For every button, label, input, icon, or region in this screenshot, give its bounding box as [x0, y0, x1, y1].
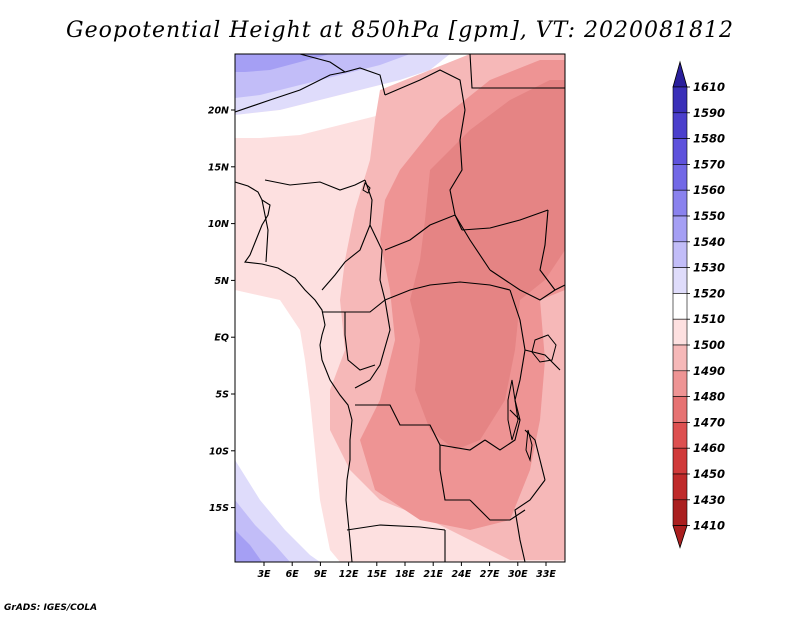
border-sudan-southsudan [461, 209, 549, 231]
field-darker-pink [410, 80, 565, 450]
colorbar-swatch [672, 447, 688, 475]
border-angola-zambia [439, 445, 470, 501]
colorbar-label: 1520 [693, 286, 725, 300]
lon-tick-label: 21E [423, 569, 443, 580]
border-zambia-zimbabwe [469, 499, 526, 521]
border-zambia-drc [484, 409, 521, 451]
colorbar-label: 1610 [693, 80, 725, 94]
colorbar-label: 1510 [693, 312, 725, 326]
lat-tick-label: 5N [214, 276, 229, 287]
colorbar-swatch [672, 318, 688, 346]
lon-tick-label: 6E [286, 569, 300, 580]
border-cameroon-gabon [322, 299, 386, 313]
lon-tick-label: 15E [367, 569, 387, 580]
lat-tick-label: 10S [209, 446, 229, 457]
colorbar-bottom-arrow [672, 525, 688, 549]
lat-tick-label: 15S [209, 503, 229, 514]
lakes [362, 182, 557, 462]
lat-tick-label: 5S [216, 390, 230, 401]
border-car-chad [384, 214, 491, 271]
border-ethiopia [539, 209, 556, 291]
field-blue-north-deeper [235, 54, 330, 72]
field-white-ocean [235, 290, 340, 562]
lake-tanganyika [507, 379, 519, 441]
lon-tick-label: 9E [314, 569, 328, 580]
colorbar-swatch [672, 499, 688, 526]
colorbar-label: 1590 [693, 106, 725, 120]
lon-tick-label: 24E [452, 569, 472, 580]
map-panel [235, 54, 565, 562]
colorbar-swatch [672, 344, 688, 372]
colorbar-swatch [672, 396, 688, 423]
colorbar-swatch [672, 422, 688, 449]
colorbar-label: 1480 [693, 390, 725, 404]
lon-tick-label: 3E [257, 569, 271, 580]
border-southsudan-drc [489, 269, 565, 301]
lon-tick-label: 33E [536, 569, 556, 580]
lat-tick-label: 20N [208, 106, 229, 117]
colorbar-swatch [672, 215, 688, 243]
colorbar-label: 1550 [693, 209, 725, 223]
colorbar-label: 1500 [693, 338, 725, 352]
grads-credit: GrADS: IGES/COLA [4, 603, 98, 613]
lat-tick-label: 10N [208, 219, 229, 230]
border-egypt-sudan [469, 54, 565, 89]
border-niger-nigeria [264, 179, 366, 191]
border-gabon-congo [344, 312, 376, 371]
colorbar: 1610 1590 1580 1570 1560 1550 1540 1530 1520 1510… [672, 60, 725, 549]
colorbar-label: 1450 [693, 467, 725, 481]
border-car-drc [384, 281, 511, 301]
field-white-north [235, 54, 470, 138]
map-title: Geopotential Height at 850hPa [gpm], VT:… [66, 18, 734, 43]
lat-tick-label: 15N [208, 162, 229, 173]
colorbar-swatch [672, 241, 688, 268]
colorbar-label: 1580 [693, 132, 725, 146]
border-benin-nigeria [261, 199, 269, 263]
map-frame [234, 53, 566, 563]
lon-tick-label: 18E [395, 569, 415, 580]
colorbar-swatch [672, 267, 688, 294]
colorbar-swatch [672, 293, 688, 320]
colorbar-label: 1530 [693, 261, 725, 275]
lon-tick-label: 30E [508, 569, 528, 580]
border-mozambique [514, 479, 546, 562]
colorbar-swatch [672, 370, 688, 397]
coastline [235, 181, 353, 562]
colorbar-label: 1570 [693, 157, 725, 171]
lat-tick-label: EQ [214, 333, 229, 344]
border-congo-drc [354, 299, 391, 389]
border-algeria-niger [299, 54, 386, 96]
lon-tick-label: 27E [480, 569, 500, 580]
border-niger-libya [384, 69, 466, 111]
country-boundaries [235, 54, 565, 562]
border-angola-drc [355, 404, 486, 451]
lake-malawi [525, 429, 533, 462]
colorbar-swatch [672, 473, 688, 501]
lake-chad [362, 182, 371, 194]
longitude-axis: 3E 6E 9E 12E 15E 18E 21E 24E 27E 30E 33E [257, 562, 556, 580]
border-malawi [524, 429, 546, 481]
colorbar-label: 1540 [693, 235, 725, 249]
border-angola-namibia [346, 524, 446, 531]
border-mali-niger [235, 71, 346, 113]
lon-tick-label: 12E [339, 569, 359, 580]
colorbar-label: 1410 [693, 519, 725, 533]
field-blue-southwest-deeper [235, 530, 262, 562]
colorbar-label: 1470 [693, 415, 725, 429]
colorbar-label: 1560 [693, 183, 725, 197]
colorbar-swatch [672, 164, 688, 191]
colorbar-swatch [672, 189, 688, 217]
colorbar-label: 1430 [693, 493, 725, 507]
colorbar-label: 1490 [693, 364, 725, 378]
border-nigeria-cameroon [321, 179, 373, 291]
colorbar-swatch [672, 112, 688, 139]
lake-victoria [531, 334, 557, 363]
colorbar-swatch [672, 86, 688, 114]
colorbar-top-arrow [672, 60, 688, 88]
border-chad-cameroon [369, 224, 386, 301]
colorbar-swatch [672, 138, 688, 165]
colorbar-label: 1460 [693, 441, 725, 455]
latitude-axis: 20N 15N 10N 5N EQ 5S 10S 15S [208, 106, 235, 514]
